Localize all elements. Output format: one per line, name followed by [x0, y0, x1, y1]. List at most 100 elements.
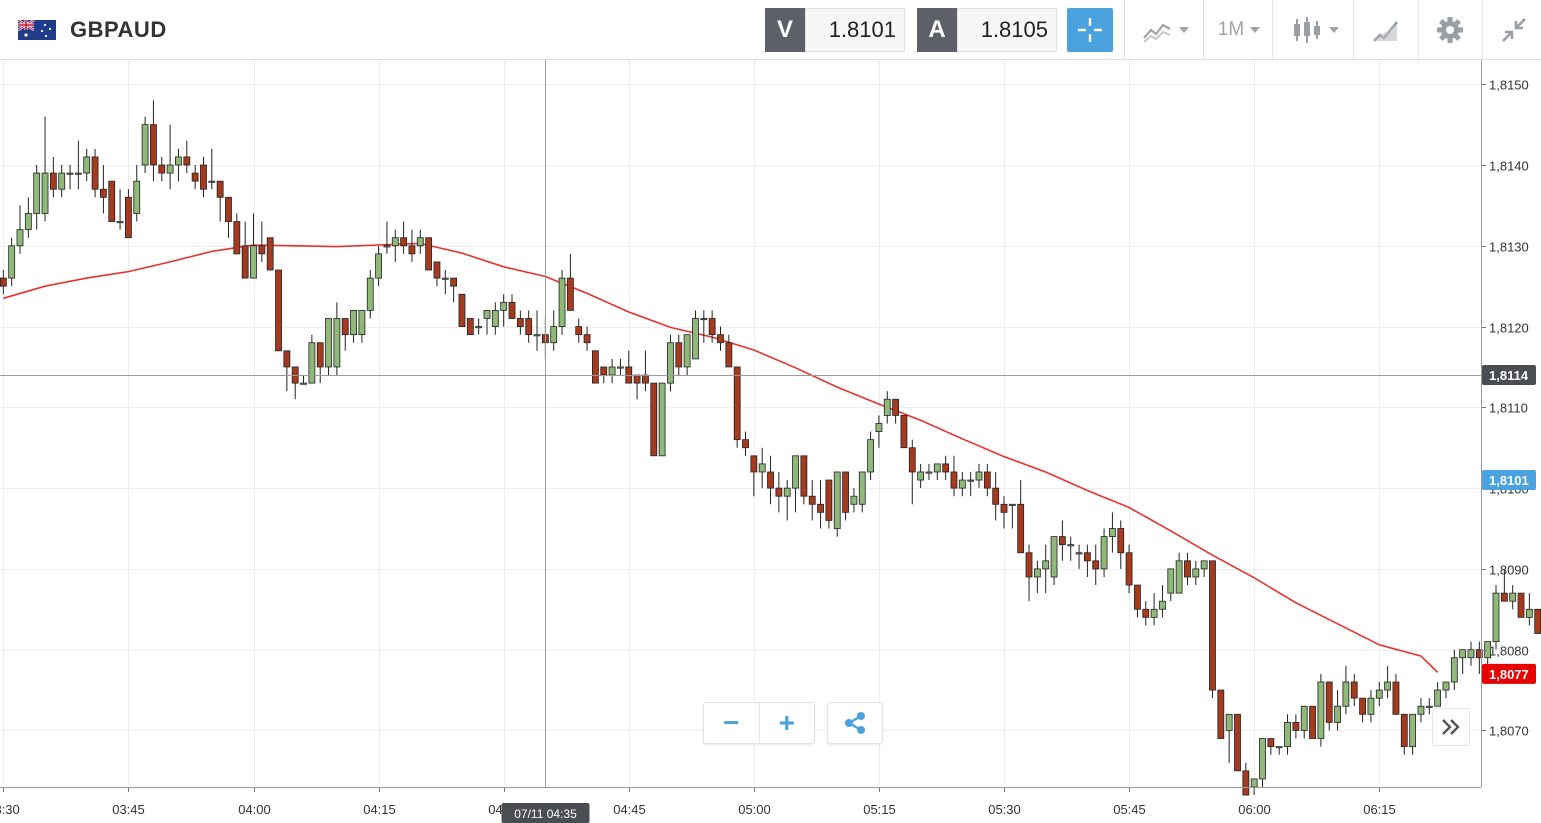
scroll-to-latest-button[interactable] — [1432, 708, 1470, 746]
y-tick-label: 1,8130 — [1489, 240, 1529, 255]
candle-body — [1525, 608, 1533, 618]
x-tick-label: 06:15 — [1363, 802, 1396, 817]
candle — [558, 270, 566, 335]
candle-body — [1050, 536, 1058, 578]
candle-body — [391, 237, 399, 247]
chart-type-button[interactable] — [1136, 8, 1194, 52]
candle — [617, 358, 624, 376]
candle-body — [725, 342, 733, 368]
collapse-icon — [1502, 18, 1526, 42]
candle — [1400, 713, 1408, 755]
candle-body — [108, 180, 116, 222]
candle-body — [133, 180, 141, 214]
time-axis[interactable]: 03:3003:4504:0004:1504:3004:4505:0005:15… — [0, 787, 1481, 817]
candle-body — [1200, 560, 1208, 570]
candle — [958, 471, 966, 497]
instrument-selector[interactable]: GBPAUD — [17, 14, 167, 46]
x-tick-label: 04:00 — [238, 802, 271, 817]
candle-body — [1000, 503, 1008, 513]
candle — [658, 382, 666, 457]
candle — [842, 471, 849, 521]
candle — [1092, 544, 1100, 586]
candle-body — [967, 479, 975, 482]
candle — [925, 463, 933, 481]
candle — [692, 310, 699, 360]
candle — [533, 310, 541, 351]
candle — [1317, 673, 1325, 747]
drawing-tools-button[interactable] — [1366, 8, 1406, 52]
candle-body — [458, 293, 466, 327]
candle-body — [1409, 713, 1417, 748]
candle-body — [400, 237, 408, 247]
collapse-button[interactable] — [1494, 8, 1534, 52]
bid-price-tag — [1482, 470, 1536, 491]
candle — [450, 277, 458, 303]
candle-body — [825, 479, 833, 521]
candle — [1242, 762, 1250, 796]
candle — [8, 237, 16, 287]
candle-body — [1467, 649, 1475, 659]
candle-body — [241, 245, 249, 279]
candle-body — [592, 350, 599, 384]
candle — [667, 334, 674, 392]
candle — [375, 245, 382, 287]
candle-body — [500, 301, 508, 311]
candle — [1417, 698, 1425, 723]
candle-body — [250, 245, 257, 279]
candle — [1000, 496, 1008, 529]
candle-body — [175, 156, 182, 166]
candle — [175, 148, 182, 182]
candle-body — [633, 374, 641, 384]
candle — [291, 366, 299, 400]
candle-body — [1092, 560, 1100, 570]
settings-button[interactable] — [1430, 8, 1470, 52]
candle — [350, 310, 357, 343]
candle — [358, 310, 366, 343]
timeframe-dropdown[interactable]: 1M — [1212, 8, 1266, 52]
candle — [1392, 673, 1400, 715]
crosshair-button[interactable] — [1067, 8, 1113, 52]
candle — [625, 350, 633, 384]
candle — [416, 229, 424, 254]
ask-quote-button[interactable]: A 1.8105 — [917, 8, 1057, 52]
candle — [275, 269, 282, 352]
candle — [1425, 698, 1433, 715]
candle-body — [158, 164, 166, 174]
zoom-in-button[interactable]: + — [758, 703, 815, 743]
zoom-out-button[interactable]: − — [723, 707, 740, 738]
candle-body — [1234, 713, 1241, 772]
candle-body — [1225, 713, 1233, 731]
candle — [633, 374, 641, 400]
chart-type-icon — [1143, 23, 1171, 43]
candle-body — [683, 334, 691, 368]
candles-layer — [0, 100, 1541, 796]
candle — [66, 165, 74, 190]
y-tick-label: 1,8090 — [1489, 563, 1529, 578]
candle — [1008, 503, 1016, 529]
share-button[interactable] — [827, 702, 883, 744]
candle-body — [1342, 681, 1350, 707]
candle-body — [316, 342, 324, 368]
candle-body — [441, 277, 449, 280]
candle-body — [808, 495, 816, 505]
candle-body — [1359, 697, 1366, 715]
candle-body — [383, 245, 391, 248]
candlestick-button[interactable] — [1286, 8, 1344, 52]
price-chart[interactable]: 1,80701,80801,80901,81001,81101,81201,81… — [0, 60, 1541, 823]
x-tick-label: 05:45 — [1113, 802, 1146, 817]
candle — [475, 318, 483, 335]
candle-body — [1242, 770, 1250, 796]
candle-body — [350, 310, 357, 336]
bid-quote-button[interactable]: V 1.8101 — [765, 8, 905, 52]
bid-price-label: 1,8101 — [1489, 473, 1529, 488]
candle — [1159, 585, 1166, 618]
gb-au-flag-icon — [17, 18, 56, 40]
candle — [1117, 520, 1125, 569]
candle — [808, 480, 816, 521]
candle — [525, 310, 533, 343]
candle-body — [308, 342, 316, 384]
candle-body — [1142, 608, 1150, 618]
candle — [850, 488, 858, 513]
moving-average-line — [3, 242, 1439, 673]
candle — [1217, 689, 1225, 739]
